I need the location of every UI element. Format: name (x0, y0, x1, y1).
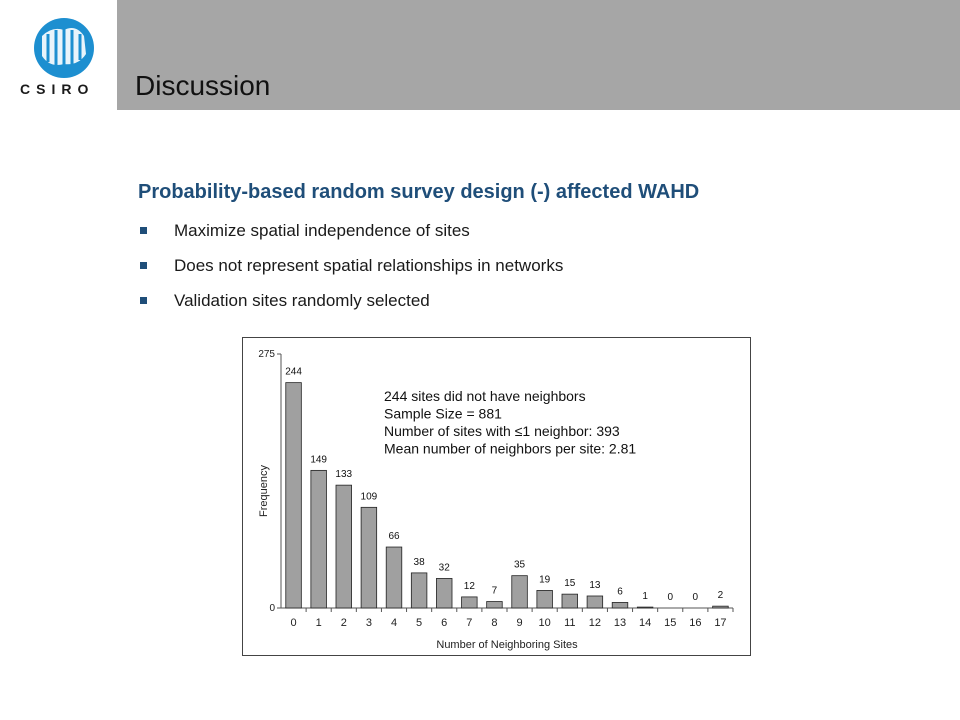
bar-value-label: 7 (492, 586, 498, 597)
bullet-text: Validation sites randomly selected (174, 290, 430, 310)
bar-value-label: 6 (617, 586, 623, 597)
x-tick-label: 16 (689, 617, 701, 629)
bullet-item: Validation sites randomly selected (140, 283, 563, 318)
bar-value-label: 32 (439, 562, 451, 573)
y-tick-label: 275 (258, 349, 275, 360)
x-tick-label: 0 (290, 617, 296, 629)
bar-value-label: 0 (667, 592, 673, 603)
histogram-bar (285, 382, 302, 609)
bullet-square-icon (140, 262, 147, 269)
page-title: Discussion (135, 70, 271, 101)
histogram-bar (712, 605, 729, 609)
x-tick-label: 11 (564, 617, 575, 629)
x-tick-label: 12 (589, 617, 601, 629)
x-tick-label: 5 (416, 617, 422, 629)
x-tick-label: 3 (366, 617, 372, 629)
histogram-bar (636, 606, 654, 609)
x-tick-label: 17 (714, 617, 726, 629)
x-tick-label: 2 (341, 617, 347, 629)
chart-annotation: Sample Size = 881 (384, 406, 502, 422)
histogram-bar (536, 590, 553, 609)
section-heading: Probability-based random survey design (… (138, 181, 700, 203)
bar-value-label: 38 (414, 557, 426, 568)
x-tick-label: 4 (391, 617, 397, 629)
logo-text: CSIRO (20, 81, 95, 97)
bar-value-label: 149 (310, 454, 327, 465)
x-tick-label: 14 (639, 617, 651, 629)
bullet-text: Does not represent spatial relationships… (174, 255, 564, 275)
bullet-item: Does not represent spatial relationships… (140, 248, 563, 283)
x-axis-label: Number of Neighboring Sites (436, 639, 578, 651)
histogram-bar (461, 596, 478, 609)
x-tick-label: 13 (614, 617, 626, 629)
bullet-list: Maximize spatial independence of sites D… (140, 213, 563, 318)
bar-value-label: 12 (464, 581, 476, 592)
bullet-square-icon (140, 227, 147, 234)
histogram-bar (385, 546, 403, 609)
x-tick-label: 9 (516, 617, 522, 629)
x-tick-label: 7 (466, 617, 472, 629)
csiro-logo-icon (34, 18, 94, 78)
x-tick-label: 1 (316, 617, 322, 629)
histogram-bar (486, 601, 503, 609)
histogram-bar (310, 469, 327, 609)
chart-annotation: 244 sites did not have neighbors (384, 388, 586, 404)
bullet-item: Maximize spatial independence of sites (140, 213, 563, 248)
histogram-bar (335, 484, 352, 609)
y-tick-label: 0 (269, 603, 275, 614)
bar-value-label: 35 (514, 560, 526, 571)
bar-value-label: 13 (589, 580, 601, 591)
histogram-bar (611, 602, 629, 609)
chart-annotation: Number of sites with ≤1 neighbor: 393 (384, 423, 620, 439)
histogram-bar (586, 595, 604, 609)
bar-value-label: 109 (361, 491, 378, 502)
histogram-chart: 0 275 244 0 149 1 133 2 109 3 66 4 38 5 32 6 12 7 7 8 35 9 19 1… (242, 337, 751, 656)
chart-svg: 0275244014911332109366438532612778359191… (258, 349, 734, 651)
bar-value-label: 0 (693, 592, 699, 603)
bar-value-label: 2 (718, 590, 724, 601)
histogram-bar (561, 593, 578, 609)
chart-annotation: Mean number of neighbors per site: 2.81 (384, 441, 636, 457)
bullet-square-icon (140, 297, 147, 304)
x-tick-label: 6 (441, 617, 447, 629)
x-tick-label: 15 (664, 617, 676, 629)
bar-value-label: 15 (564, 578, 576, 589)
bar-value-label: 133 (335, 469, 352, 480)
histogram-bar (410, 572, 428, 609)
bar-value-label: 244 (285, 367, 302, 378)
histogram-bar (436, 578, 453, 609)
bar-value-label: 66 (388, 531, 400, 542)
bar-value-label: 19 (539, 574, 551, 585)
histogram-bar (511, 575, 528, 609)
y-axis-label: Frequency (258, 465, 270, 517)
bar-value-label: 1 (642, 591, 648, 602)
header-bar (117, 0, 960, 110)
x-tick-label: 8 (491, 617, 497, 629)
x-tick-label: 10 (539, 617, 551, 629)
histogram-bar (360, 506, 378, 609)
bullet-text: Maximize spatial independence of sites (174, 220, 470, 240)
